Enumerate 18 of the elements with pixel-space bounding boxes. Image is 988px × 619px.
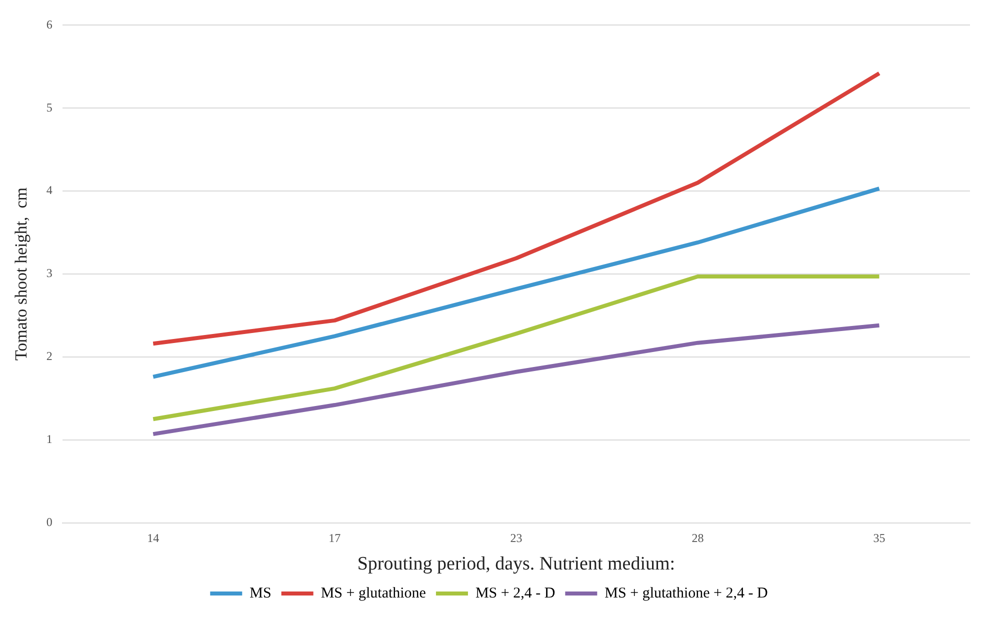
legend-label: MS + glutathione + 2,4 - D [604, 585, 768, 602]
legend-label: MS + 2,4 - D [475, 585, 556, 602]
x-tick-label: 17 [328, 531, 341, 546]
x-tick-label: 35 [873, 531, 886, 546]
x-axis-title: Sprouting period, days. Nutrient medium: [357, 554, 676, 575]
y-tick-label: 3 [46, 266, 52, 280]
y-tick-label: 6 [46, 17, 52, 32]
y-tick-label: 0 [46, 514, 52, 529]
legend-label: MS + glutathione [320, 585, 426, 602]
x-tick-label: 23 [510, 531, 522, 546]
y-tick-label: 2 [46, 349, 52, 364]
legend-label: MS [250, 585, 272, 602]
y-tick-label: 5 [46, 100, 52, 114]
y-tick-label: 1 [46, 432, 52, 446]
x-tick-label: 28 [692, 531, 704, 546]
y-tick-label: 4 [46, 183, 52, 198]
y-axis-title: Tomato shoot height, cm [12, 187, 31, 361]
x-tick-label: 14 [147, 531, 160, 546]
